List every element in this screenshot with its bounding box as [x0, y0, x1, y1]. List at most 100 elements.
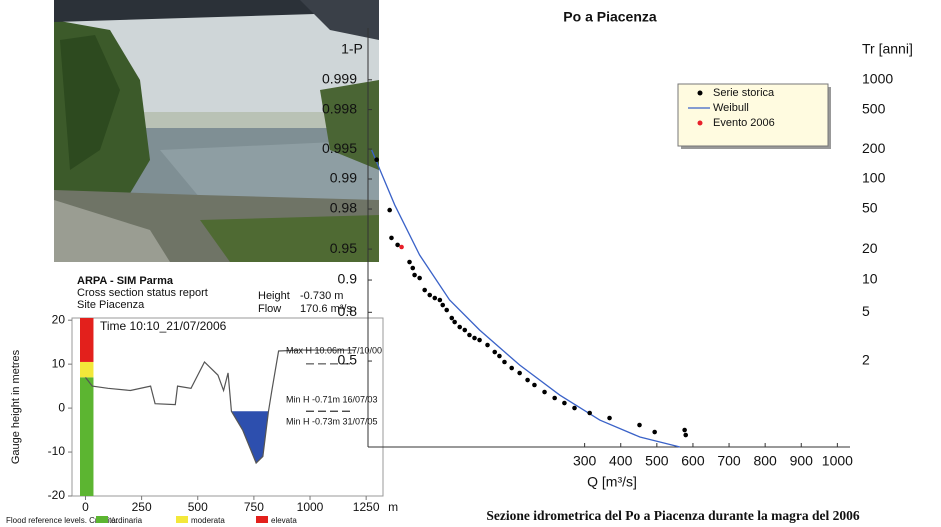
data-point: [449, 315, 455, 321]
y2-tick-label: 5: [862, 303, 870, 319]
y-tick-label: 0.8: [338, 303, 358, 319]
legend-label: Evento 2006: [713, 117, 775, 129]
data-point: [562, 400, 567, 406]
height-label: Height: [258, 290, 290, 302]
y-tick-label: -10: [48, 444, 66, 458]
probability-chart: Po a Piacenza 1-P Tr [anni] Q [m³/s] 0.5…: [322, 9, 913, 490]
data-point: [412, 272, 417, 278]
x-tick-label: 700: [717, 453, 741, 469]
flood-level-bar: [80, 361, 94, 378]
data-point: [477, 337, 482, 343]
x-tick-label: 400: [609, 453, 633, 469]
data-point: [542, 389, 547, 395]
data-point: [399, 244, 404, 250]
data-point: [492, 349, 498, 355]
y2-tick-label: 1000: [862, 70, 893, 86]
flood-level-bar: [80, 318, 94, 362]
data-point: [437, 297, 443, 303]
data-point: [374, 157, 379, 163]
reference-label: Min H -0.73m 31/07/05: [286, 417, 378, 427]
site: Site Piacenza: [77, 299, 145, 311]
legend-label: Serie storica: [713, 87, 775, 99]
caption: Sezione idrometrica del Po a Piacenza du…: [486, 508, 859, 523]
data-point: [502, 359, 507, 365]
data-point: [440, 302, 446, 308]
flood-level-bar: [80, 377, 94, 496]
data-point: [552, 395, 557, 401]
legend-box: [677, 83, 829, 147]
plot-frame: [71, 317, 384, 497]
data-point: [389, 235, 394, 241]
data-point: [467, 332, 472, 338]
x-tick-label: 600: [681, 453, 705, 469]
y-tick-label: 0.999: [322, 70, 357, 86]
x-tick-label: 750: [244, 500, 264, 514]
data-point: [517, 370, 522, 376]
data-point: [427, 292, 433, 298]
data-point: [444, 307, 450, 313]
cross-section-chart: ARPA - SIM Parma Cross section status re…: [6, 275, 398, 525]
data-point: [509, 365, 514, 371]
y2-tick-label: 100: [862, 170, 886, 186]
photo: [54, 0, 379, 262]
x-tick-label: 250: [132, 500, 152, 514]
y-tick-label: 0.5: [338, 352, 358, 368]
data-point: [637, 422, 642, 428]
y-tick-label: 0.9: [338, 271, 358, 287]
data-point: [432, 295, 438, 301]
y2-axis-label: Tr [anni]: [862, 41, 913, 57]
reference-label: Max H 10.06m 17/10/00: [286, 345, 382, 355]
x-tick-label: 500: [645, 453, 669, 469]
flow-label: Flow: [258, 303, 281, 315]
x-tick-label: 1000: [297, 500, 324, 514]
data-point: [417, 275, 422, 281]
legend-swatch: [176, 516, 188, 523]
data-point: [532, 382, 537, 388]
data-point: [497, 353, 502, 359]
legend-label: Weibull: [713, 102, 749, 114]
y2-tick-label: 20: [862, 240, 878, 256]
data-point: [422, 287, 427, 293]
y-axis-label: 1-P: [341, 41, 363, 57]
chart-title: ARPA - SIM Parma: [77, 275, 174, 287]
legend-swatch: [96, 516, 108, 523]
data-point: [587, 410, 592, 416]
x-axis-unit: m: [388, 500, 398, 514]
y2-tick-label: 200: [862, 140, 886, 156]
legend-marker: [697, 90, 703, 96]
y-tick-label: 20: [52, 312, 66, 326]
profile-line: [84, 349, 355, 465]
y-tick-label: 0.998: [322, 100, 357, 116]
chart-title: Po a Piacenza: [563, 9, 657, 25]
data-point: [472, 335, 477, 341]
data-point: [462, 327, 468, 333]
y-tick-label: 10: [52, 356, 66, 370]
y-tick-label: 0.995: [322, 140, 357, 156]
chart-subtitle: Cross section status report: [77, 287, 208, 299]
x-tick-label: 300: [573, 453, 597, 469]
x-tick-label: 0: [82, 500, 89, 514]
legend-swatch: [256, 516, 268, 523]
data-point: [457, 324, 463, 330]
data-point: [407, 259, 412, 265]
y-tick-label: 0.98: [330, 200, 357, 216]
time-label: Time 10:10_21/07/2006: [100, 319, 227, 333]
y-tick-label: 0: [58, 400, 65, 414]
legend-marker: [697, 120, 703, 126]
x-tick-label: 500: [188, 500, 208, 514]
y-tick-label: 0.95: [330, 240, 357, 256]
x-axis-label: Q [m³/s]: [587, 474, 637, 490]
water-area: [231, 411, 269, 464]
y2-tick-label: 500: [862, 100, 886, 116]
y-axis-label: Gauge height in metres: [10, 349, 22, 464]
data-point: [525, 377, 530, 383]
data-point: [387, 207, 392, 213]
x-tick-label: 1250: [353, 500, 380, 514]
legend-label: moderata: [191, 516, 225, 525]
data-point: [410, 265, 416, 271]
y2-tick-label: 10: [862, 271, 878, 287]
x-tick-label: 1000: [822, 453, 853, 469]
reference-label: Min H -0.71m 16/07/03: [286, 395, 378, 405]
flood-legend-title: Flood reference levels. Criticità:: [6, 516, 118, 525]
